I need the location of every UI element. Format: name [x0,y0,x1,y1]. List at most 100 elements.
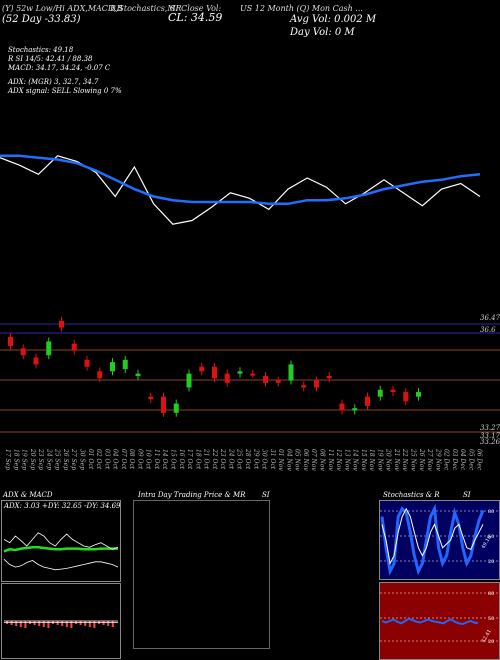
candlestick-chart [0,316,500,433]
price-line [0,155,481,225]
date-tick-label: 22 Oct [211,448,218,470]
header-indicators-line: B,Stochastics,MR [110,4,182,13]
date-tick-label: 07 Oct [120,449,127,470]
candle-body [212,366,217,379]
date-tick-label: 20 Sep [29,448,36,470]
header-ticker-line: (Y) 52w Low/Hi ADX,MACD,B [2,4,123,13]
price-tick-2: 36.6 [480,326,496,334]
candle-body [97,371,103,379]
date-tick-label: 30 Oct [261,449,268,470]
date-tick-label: 01 Nov [277,449,284,471]
stoch-panel-title: Stochastics & R [383,491,440,499]
date-tick-label: 30 Sep [78,449,85,470]
macd-line: MACD: 34.17, 34.24, -0.07 C [8,64,111,72]
date-tick-label: 19 Sep [21,449,28,470]
intraday-si: SI [262,491,270,499]
macd-histogram-bar [102,621,105,625]
header-avg-vol: Avg Vol: 0.002 M [290,14,377,25]
date-tick-label: 05 Nov [294,449,301,471]
candle-body [122,359,128,370]
candle-body [71,343,77,351]
date-tick-label: 14 Nov [352,449,359,471]
candle-body [250,373,256,376]
adx-signal-line: ADX signal: SELL Slowing 0 7% [8,87,122,95]
intraday-title: Intra Day Trading Price & MR [138,491,246,499]
candle-body [237,371,243,374]
header-title: US 12 Month (Q) Mon Cash ... [240,4,363,13]
mrsi-line [381,617,479,626]
candle-body [352,408,358,411]
plus-di-line [3,532,119,550]
candle-body [416,392,421,397]
candle-body [59,320,64,328]
candle-body [33,357,39,365]
top-line-chart [0,154,481,225]
stoch-d-line [381,507,484,565]
date-tick-label: 19 Nov [376,449,383,471]
date-tick-label: 25 Sep [54,448,61,470]
candle-body [84,359,90,367]
date-tick-label: 21 Nov [393,448,400,471]
stoch-tick-label: 20 [488,559,494,565]
candle-body [288,364,294,381]
macd-histogram-bar [42,621,45,627]
date-tick-label: 25 Nov [410,448,417,471]
date-tick-label: 13 Nov [343,449,350,471]
date-tick-label: 06 Nov [302,449,309,471]
macd-histogram-bar [38,621,41,626]
date-tick-label: 05 Dec [467,449,474,471]
mrsi-tick-label: 80 [488,591,494,597]
stoch-tick-label: 80 [488,509,494,515]
date-tick-label: 03 Oct [103,449,110,470]
adx-values: ADX: 3.03 +DY: 32.65 -DY: 34.69 [4,502,121,510]
adx-plot [3,532,119,571]
mrsi-tick-label: 20 [488,639,494,645]
candle-body [339,403,345,411]
macd-histogram-bar [15,621,18,626]
date-tick-label: 18 Nov [368,449,375,471]
macd-histogram-bar [107,621,110,626]
macd-histogram-bar [47,621,50,628]
macd-histogram-bar [33,621,36,625]
header-alt-line: SI Close Vol: [170,4,222,13]
intraday-panel [133,500,270,649]
stochastics-panel: 80 50 20 49.18 [379,500,500,580]
date-tick-label: 27 Sep [70,448,77,470]
date-tick-label: 20 Nov [385,448,392,471]
date-tick-label: 04 Dec [459,449,466,471]
candle-body [199,366,205,372]
header-close-label: CL: 34.59 [168,11,223,24]
date-tick-label: 21 Oct [203,448,210,470]
candle-body [161,396,166,413]
date-tick-label: 26 Nov [418,448,425,471]
stoch-k-line [380,503,485,576]
candle-body [326,375,332,379]
candle-body [46,341,52,356]
date-tick-label: 08 Nov [318,449,325,471]
candle-body [186,373,192,388]
candle-body [301,385,307,388]
stoch-si-line: R SI 14/5: 42.41 / 88.38 [8,55,93,63]
date-tick-label: 23 Sep [37,448,44,470]
candle-body [377,389,383,397]
price-tick-5: 33.26 [480,438,500,446]
date-axis: 17 Sep 18 Sep 19 Sep 20 Sep 23 Sep 24 Sep 25 S… [4,448,483,471]
candle-body [173,403,179,413]
date-tick-label: 24 Sep [45,448,52,470]
macd-histogram-bar [65,621,68,627]
date-tick-label: 18 Oct [194,449,201,470]
date-tick-label: 29 Nov [434,448,441,471]
adx-panel: ADX: 3.03 +DY: 32.65 -DY: 34.69 [1,500,121,582]
stoch-panel-si: SI [463,491,471,499]
candle-body [390,389,396,393]
date-tick-label: 17 Oct [186,449,193,470]
price-tick-3: 33.27 [480,424,500,432]
date-tick-label: 12 Nov [335,449,342,471]
date-tick-label: 25 Oct [236,448,243,470]
date-tick-label: 27 Nov [426,448,433,471]
moving-average-line [0,154,481,206]
date-tick-label: 26 Sep [62,448,69,470]
date-tick-label: 07 Nov [310,449,317,471]
candle-body [263,375,268,383]
